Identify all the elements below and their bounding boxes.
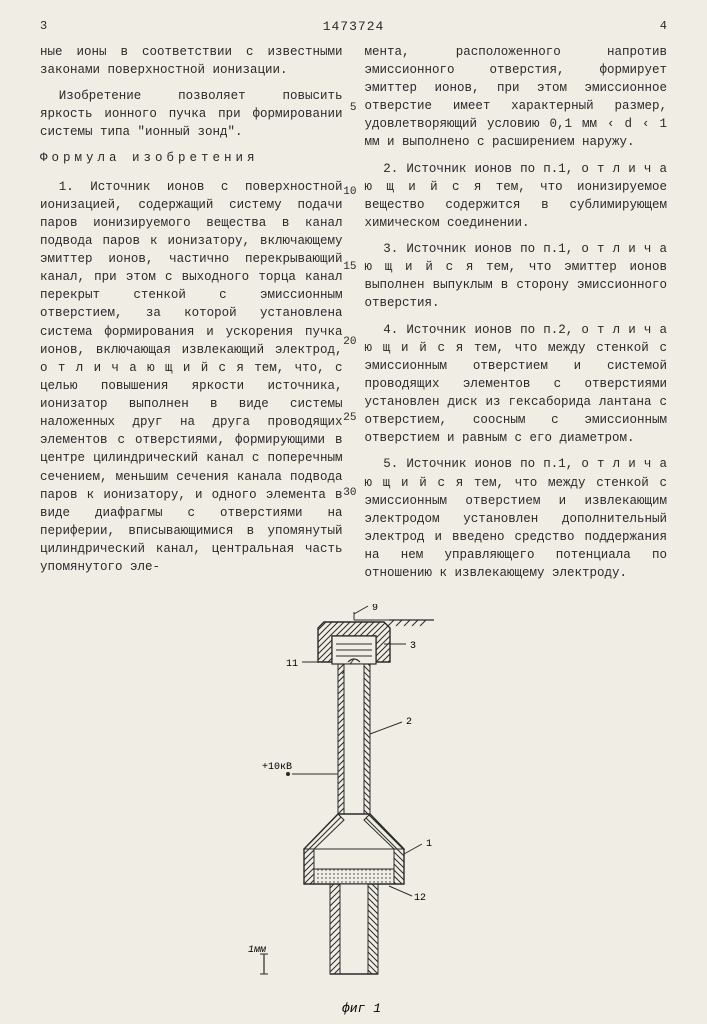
ref-1: 1 (426, 839, 432, 850)
left-column: ные ионы в соответствии с известными зак… (40, 43, 343, 591)
housing (304, 814, 404, 884)
text-columns: ные ионы в соответствии с известными зак… (40, 43, 667, 591)
claim-1-cont: мента, расположенного напротив эмиссионн… (365, 43, 668, 152)
claim-1: 1. Источник ионов с поверхностной иониза… (40, 178, 343, 577)
tube (338, 664, 370, 814)
line-mark-25: 25 (325, 411, 357, 427)
formula-title: Формула изобретения (40, 149, 343, 167)
right-page-number: 4 (660, 18, 667, 37)
left-page-number: 3 (40, 18, 47, 37)
scale-bar: 1мм (248, 945, 268, 974)
page: 3 1473724 4 ные ионы в соответствии с из… (0, 0, 707, 1024)
ground-symbol (388, 620, 434, 626)
line-mark-30: 30 (325, 486, 357, 502)
figure-label: фиг 1 (342, 1001, 381, 1016)
ref-12: 12 (414, 893, 426, 904)
ref-11: 11 (286, 659, 298, 670)
top-cap (318, 622, 390, 664)
line-mark-5: 5 (331, 101, 356, 117)
intro-paragraph-1: ные ионы в соответствии с известными зак… (40, 43, 343, 79)
right-column: мента, расположенного напротив эмиссионн… (365, 43, 668, 591)
voltage-label: +10кВ (262, 762, 292, 773)
ref-9: 9 (372, 604, 378, 614)
bottom-shaft (330, 884, 378, 974)
ref-3: 3 (410, 641, 416, 652)
line-mark-15: 15 (325, 260, 357, 276)
intro2-text: Изобретение позволяет повысить яркость и… (40, 89, 343, 139)
claim-2: 2. Источник ионов по п.1, о т л и ч а ю … (365, 160, 668, 233)
line-mark-20: 20 (325, 335, 357, 351)
scale-label: 1мм (248, 945, 267, 956)
intro-paragraph-2: Изобретение позволяет повысить яркость и… (40, 87, 343, 141)
claim-3: 3. Источник ионов по п.1, о т л и ч а ю … (365, 240, 668, 313)
figure-area: 9 3 11 5 2 +10кВ (40, 604, 667, 1024)
claim-4: 4. Источник ионов по п.2, о т л и ч а ю … (365, 321, 668, 448)
claim1-text: 1. Источник ионов с поверхностной иониза… (40, 180, 343, 575)
patent-number: 1473724 (47, 18, 660, 37)
figure-1: 9 3 11 5 2 +10кВ (224, 604, 484, 1024)
ref-2: 2 (406, 717, 412, 728)
header-row: 3 1473724 4 (40, 18, 667, 37)
claim-5: 5. Источник ионов по п.1, о т л и ч а ю … (365, 455, 668, 582)
line-mark-10: 10 (325, 185, 357, 201)
